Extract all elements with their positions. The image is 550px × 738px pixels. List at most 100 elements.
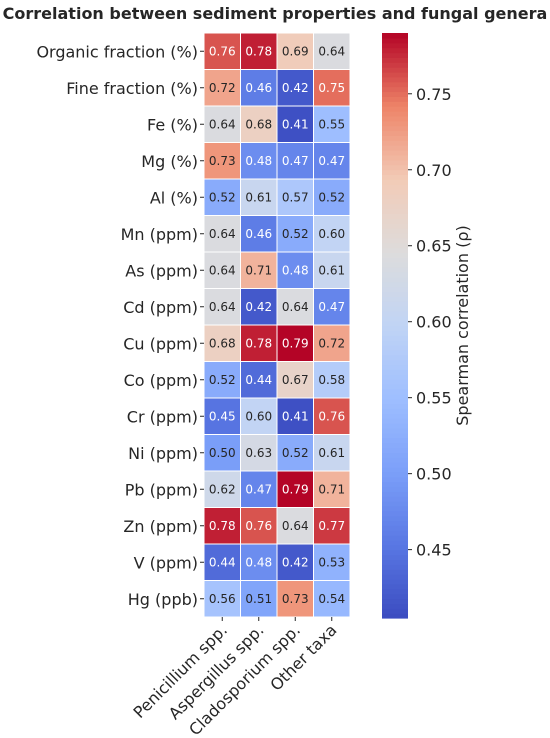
cell-value-label: 0.44 xyxy=(245,373,272,387)
cell-value-label: 0.52 xyxy=(282,446,309,460)
colorbar-segment xyxy=(382,242,408,249)
cell-value-label: 0.46 xyxy=(245,81,272,95)
heatmap-cell xyxy=(240,470,278,508)
heatmap-cell xyxy=(313,397,351,435)
row-label: Hg (ppb) xyxy=(128,590,198,609)
colorbar-segment xyxy=(382,276,408,283)
cell-value-label: 0.41 xyxy=(282,409,309,423)
colorbar-segment xyxy=(382,379,408,385)
cell-value-label: 0.67 xyxy=(282,373,309,387)
colorbar-segment xyxy=(382,403,408,409)
colorbar-segment xyxy=(382,432,408,439)
colorbar-segment xyxy=(382,544,408,551)
colorbar-segment xyxy=(382,515,408,522)
cell-value-label: 0.63 xyxy=(245,446,272,460)
colorbar-segment xyxy=(382,72,408,78)
cell-value-label: 0.47 xyxy=(245,482,272,496)
colorbar-segment xyxy=(382,33,408,39)
colorbar-segment xyxy=(382,559,408,565)
cell-value-label: 0.52 xyxy=(209,190,236,204)
heatmap-cell xyxy=(276,178,314,216)
cell-value-label: 0.73 xyxy=(209,154,236,168)
heatmap-cell xyxy=(240,434,278,472)
colorbar-segment xyxy=(382,267,408,273)
cell-value-label: 0.48 xyxy=(245,154,272,168)
colorbar-segment xyxy=(382,359,408,366)
cell-value-label: 0.44 xyxy=(209,555,236,569)
heatmap-cell xyxy=(313,507,351,545)
colorbar-tick-label: 0.75 xyxy=(416,85,452,104)
cell-value-label: 0.71 xyxy=(318,482,345,496)
colorbar-tick-label: 0.50 xyxy=(416,465,452,484)
colorbar-segment xyxy=(382,437,408,444)
colorbar-segment xyxy=(382,169,408,175)
cell-value-label: 0.51 xyxy=(245,592,272,606)
colorbar-segment xyxy=(382,442,408,448)
colorbar-segment xyxy=(382,247,408,253)
colorbar-tick-label: 0.45 xyxy=(416,541,452,560)
row-label: Mn (ppm) xyxy=(121,225,198,244)
colorbar-segment xyxy=(382,213,408,219)
cell-value-label: 0.54 xyxy=(318,592,345,606)
colorbar-segment xyxy=(382,228,408,234)
row-label: Zn (ppm) xyxy=(123,517,198,536)
colorbar-segment xyxy=(382,291,408,297)
colorbar-segment xyxy=(382,447,408,453)
colorbar-segment xyxy=(382,208,408,214)
colorbar-segment xyxy=(382,613,408,619)
row-label: Al (%) xyxy=(150,188,198,207)
colorbar-segment xyxy=(382,62,408,68)
colorbar-segment xyxy=(382,408,408,414)
colorbar-tick-label: 0.60 xyxy=(416,313,452,332)
colorbar-segment xyxy=(382,286,408,292)
colorbar-segment xyxy=(382,140,408,146)
heatmap-cell xyxy=(276,470,314,508)
heatmap-cell xyxy=(203,288,241,326)
colorbar-segment xyxy=(382,462,408,468)
cell-value-label: 0.64 xyxy=(318,44,345,58)
colorbar-segment xyxy=(382,549,408,556)
heatmap-cell xyxy=(276,434,314,472)
heatmap-cell xyxy=(313,434,351,472)
colorbar-segment xyxy=(382,398,408,405)
cell-value-label: 0.79 xyxy=(282,336,309,350)
heatmap-cell xyxy=(313,105,351,143)
cell-value-label: 0.69 xyxy=(282,44,309,58)
cell-value-label: 0.62 xyxy=(209,482,236,496)
colorbar-segment xyxy=(382,223,408,229)
cell-value-label: 0.78 xyxy=(245,336,272,350)
heatmap-cell xyxy=(313,69,351,107)
colorbar-segment xyxy=(382,554,408,561)
row-label: Organic fraction (%) xyxy=(36,42,198,61)
heatmap-cell xyxy=(313,178,351,216)
colorbar-segment xyxy=(382,91,408,97)
row-label: Pb (ppm) xyxy=(125,480,198,499)
heatmap-cell xyxy=(276,543,314,581)
colorbar-segment xyxy=(382,189,408,195)
colorbar-segment xyxy=(382,203,408,210)
cell-value-label: 0.52 xyxy=(318,190,345,204)
heatmap-cell xyxy=(276,288,314,326)
colorbar-segment xyxy=(382,296,408,302)
heatmap-cell xyxy=(276,215,314,253)
colorbar-segment xyxy=(382,354,408,361)
colorbar-segment xyxy=(382,106,408,112)
colorbar-segment xyxy=(382,330,408,336)
cell-value-label: 0.64 xyxy=(209,117,236,131)
cell-value-label: 0.42 xyxy=(282,81,309,95)
heatmap-cell xyxy=(240,32,278,70)
colorbar-segment xyxy=(382,237,408,244)
cell-value-label: 0.60 xyxy=(318,227,345,241)
cell-value-label: 0.41 xyxy=(282,117,309,131)
colorbar-segment xyxy=(382,369,408,375)
cell-value-label: 0.76 xyxy=(318,409,345,423)
colorbar-segment xyxy=(382,218,408,224)
colorbar-segment xyxy=(382,111,408,117)
colorbar-segment xyxy=(382,603,408,609)
colorbar-segment xyxy=(382,86,408,93)
cell-value-label: 0.56 xyxy=(209,592,236,606)
colorbar-segment xyxy=(382,184,408,190)
cell-value-label: 0.57 xyxy=(282,190,309,204)
colorbar-segment xyxy=(382,135,408,141)
colorbar-segment xyxy=(382,598,408,604)
